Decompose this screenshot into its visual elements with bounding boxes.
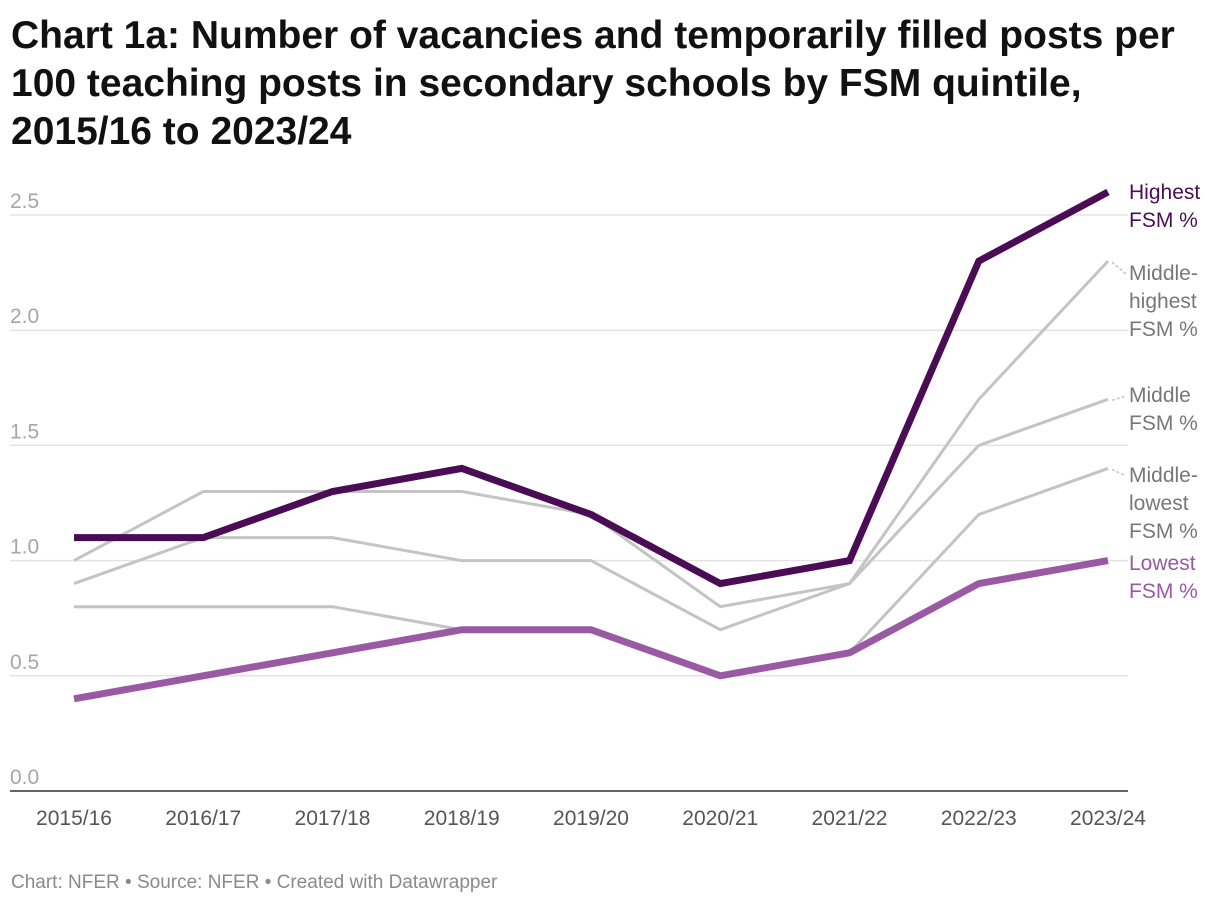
series-label: FSM % <box>1129 520 1198 543</box>
x-tick-label: 2021/22 <box>812 807 888 830</box>
series-label: Highest <box>1129 181 1200 204</box>
series-label: FSM % <box>1129 318 1198 341</box>
label-connector <box>1111 395 1127 402</box>
x-axis: 2015/16 2016/17 2017/18 2018/19 2019/20 2020/… <box>10 790 1146 830</box>
label-connector <box>1111 261 1127 275</box>
y-tick-label: 2.0 <box>10 305 39 328</box>
x-tick-label: 2022/23 <box>941 807 1017 830</box>
series-lines <box>73 188 1110 703</box>
series-label: Middle- <box>1129 262 1198 285</box>
series-line <box>73 557 1109 703</box>
y-tick-label: 0.5 <box>10 651 39 674</box>
x-tick-label: 2017/18 <box>295 807 371 830</box>
x-tick-label: 2015/16 <box>36 807 112 830</box>
x-tick-label: 2019/20 <box>553 807 629 830</box>
y-tick-label: 0.0 <box>10 766 39 789</box>
series-label: FSM % <box>1129 209 1198 232</box>
series-label: Middle <box>1129 384 1191 407</box>
series-label: highest <box>1129 290 1197 313</box>
y-axis-ticks: 0.0 0.5 1.0 1.5 2.0 2.5 <box>10 190 39 789</box>
series-label: Lowest <box>1129 552 1196 575</box>
series-line <box>73 397 1109 632</box>
x-tick-label: 2023/24 <box>1070 807 1146 830</box>
y-tick-label: 2.5 <box>10 190 39 213</box>
x-tick-label: 2018/19 <box>424 807 500 830</box>
series-line <box>74 466 1109 678</box>
series-label: lowest <box>1129 492 1189 515</box>
x-tick-label: 2020/21 <box>682 807 758 830</box>
series-line <box>74 188 1110 588</box>
series-label: FSM % <box>1129 580 1198 603</box>
series-label: Middle- <box>1129 464 1198 487</box>
y-tick-label: 1.0 <box>10 536 39 559</box>
series-label: FSM % <box>1129 412 1198 435</box>
series-labels: Middle-highest FSM % Middle FSM % Middle-low… <box>1111 181 1200 603</box>
chart-title: Chart 1a: Number of vacancies and tempor… <box>11 14 1175 153</box>
label-connector <box>1111 468 1127 477</box>
x-tick-label: 2016/17 <box>165 807 241 830</box>
chart-footer: Chart: NFER • Source: NFER • Created wit… <box>11 872 498 893</box>
y-tick-label: 1.5 <box>10 420 39 443</box>
gridlines <box>10 214 1128 677</box>
